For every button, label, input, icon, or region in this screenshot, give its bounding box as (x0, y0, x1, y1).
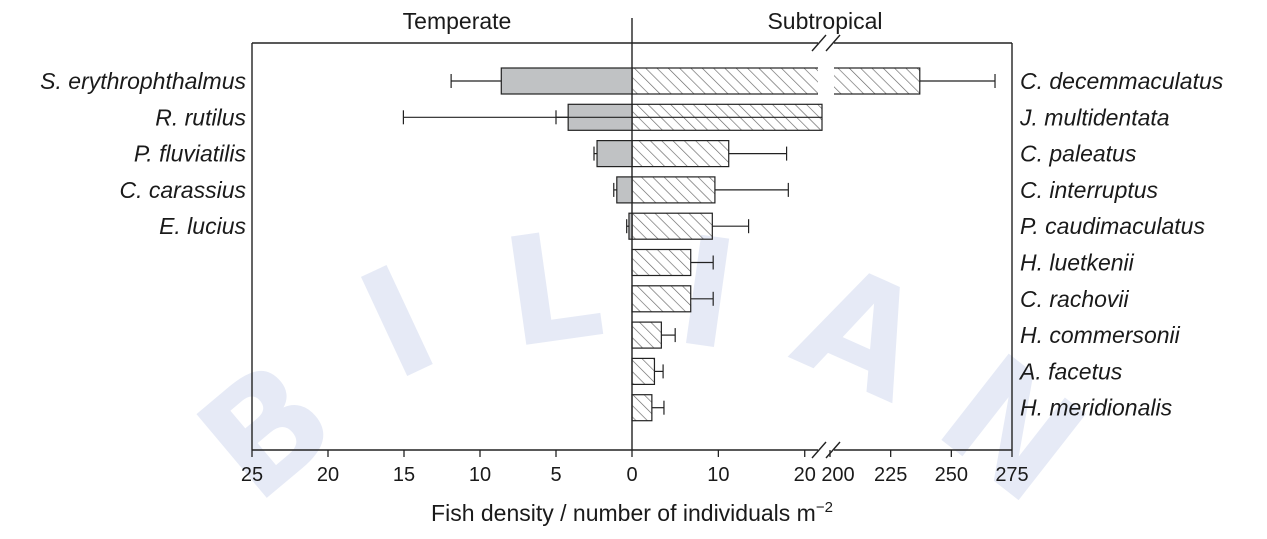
species-label-subtropical: P. caudimaculatus (1020, 213, 1205, 239)
bar-subtropical (631, 357, 656, 385)
bar-subtropical (631, 67, 921, 95)
x-tick-label-left: 20 (317, 464, 339, 486)
x-tick-label-left: 0 (626, 464, 637, 486)
x-axis-label: Fish density / number of individuals m−2 (431, 499, 833, 526)
bar-temperate (616, 176, 633, 204)
species-label-temperate: R. rutilus (155, 104, 246, 130)
x-tick-label-right: 225 (874, 464, 907, 486)
x-axis-label-superscript: −2 (816, 499, 833, 516)
bar-temperate (500, 67, 633, 95)
group-label-subtropical: Subtropical (767, 8, 882, 34)
species-label-temperate: S. erythrophthalmus (40, 68, 246, 94)
bar-subtropical (631, 176, 716, 204)
bar-subtropical (631, 394, 653, 422)
x-tick-label-left: 15 (393, 464, 415, 486)
bar-subtropical (631, 248, 692, 277)
species-label-temperate: P. fluviatilis (134, 141, 247, 167)
species-label-subtropical: H. meridionalis (1020, 395, 1173, 421)
x-tick-label-right: 20 (794, 464, 816, 486)
species-label-temperate: C. carassius (119, 177, 246, 203)
bar-subtropical (631, 140, 730, 168)
x-tick-label-left: 25 (241, 464, 263, 486)
species-label-subtropical: A. facetus (1018, 358, 1123, 384)
bar-subtropical (631, 212, 713, 240)
bar-temperate (596, 140, 633, 168)
species-label-temperate: E. lucius (159, 213, 246, 239)
group-label-temperate: Temperate (403, 8, 512, 34)
watermark-letter: I (336, 233, 460, 414)
species-label-subtropical: H. luetkenii (1020, 250, 1135, 276)
species-label-subtropical: H. commersonii (1020, 322, 1181, 348)
bar-subtropical (631, 285, 692, 313)
x-tick-label-left: 5 (550, 464, 561, 486)
axis-break-mark-top-1 (811, 34, 827, 52)
axis-break-mark-bottom-2 (825, 441, 841, 459)
x-tick-label-right: 250 (935, 464, 968, 486)
bar-break-gap (818, 67, 834, 95)
species-label-subtropical: C. rachovii (1020, 286, 1130, 312)
x-tick-label-right: 275 (995, 464, 1028, 486)
x-tick-label-left: 10 (469, 464, 491, 486)
bar-subtropical (631, 321, 662, 349)
watermark-letter: B (167, 328, 366, 535)
axis-break-mark-bottom-1 (811, 441, 827, 459)
species-label-subtropical: C. decemmaculatus (1020, 68, 1224, 94)
x-tick-label-right: 10 (707, 464, 729, 486)
axis-break-mark-top-2 (825, 34, 841, 52)
x-tick-label-right: 200 (821, 464, 854, 486)
species-label-subtropical: C. paleatus (1020, 141, 1137, 167)
species-label-subtropical: J. multidentata (1019, 104, 1170, 130)
watermark-letter: L (493, 197, 612, 383)
watermark-letter: A (772, 230, 949, 436)
species-label-subtropical: C. interruptus (1020, 177, 1159, 203)
